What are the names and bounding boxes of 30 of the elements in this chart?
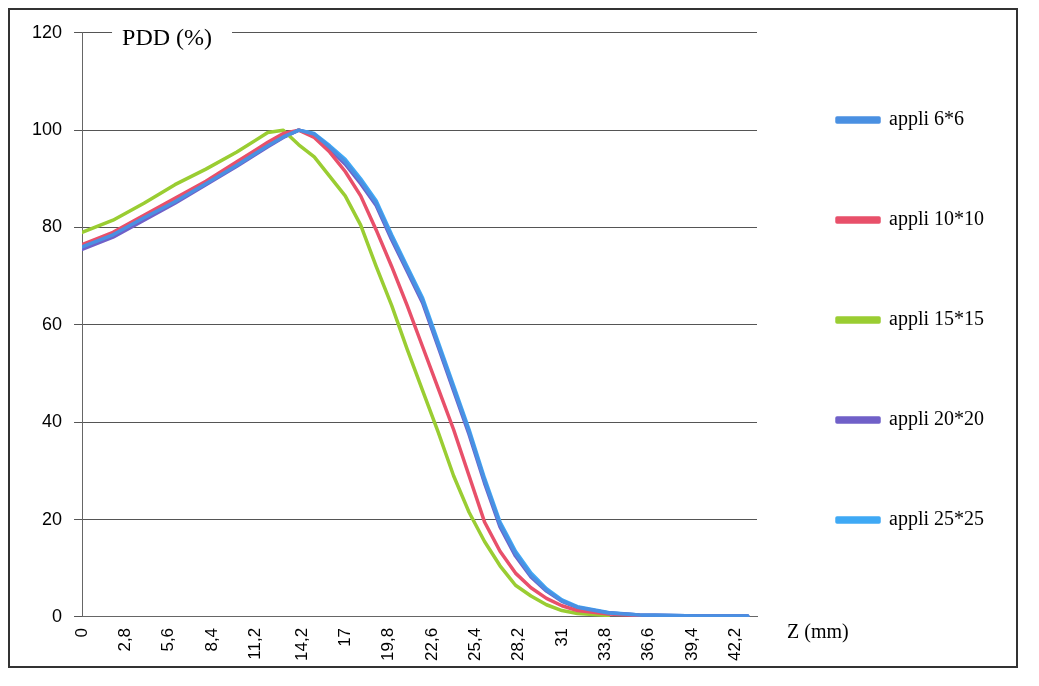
x-tick-label: 36,6 (638, 627, 658, 662)
x-tick-label: 33,8 (594, 627, 614, 662)
x-tick-label: 19,8 (378, 627, 398, 662)
legend-label: appli 20*20 (889, 407, 985, 431)
legend-label: appli 25*25 (889, 507, 985, 531)
x-tick-label: 25,4 (464, 627, 484, 662)
legend-label: appli 15*15 (889, 307, 985, 331)
x-tick-label: 0 (71, 627, 91, 638)
x-tick-label: 14,2 (291, 627, 311, 662)
x-tick-label: 28,2 (508, 627, 528, 662)
x-axis-title: Z (mm) (787, 620, 849, 644)
x-tick-label: 17 (334, 627, 354, 647)
y-axis-title: PDD (%) (122, 24, 213, 51)
y-tick-label: 40 (42, 411, 63, 432)
legend-label: appli 6*6 (889, 107, 965, 131)
legend-label: appli 10*10 (889, 207, 985, 231)
y-tick-label: 0 (52, 605, 63, 626)
x-tick-label: 2,8 (115, 627, 135, 652)
x-tick-label: 8,4 (201, 627, 221, 652)
y-tick-label: 80 (42, 216, 63, 237)
y-tick-label: 120 (31, 21, 63, 42)
x-tick-label: 39,4 (681, 627, 701, 662)
y-tick-label: 20 (42, 508, 63, 529)
y-tick-label: 60 (42, 313, 63, 334)
x-tick-label: 22,6 (421, 627, 441, 662)
y-tick-label: 100 (31, 119, 63, 140)
x-tick-label: 11,2 (245, 627, 265, 660)
x-tick-label: 31 (551, 627, 571, 647)
x-tick-label: 42,2 (725, 627, 745, 662)
x-tick-label: 5,6 (158, 627, 178, 652)
